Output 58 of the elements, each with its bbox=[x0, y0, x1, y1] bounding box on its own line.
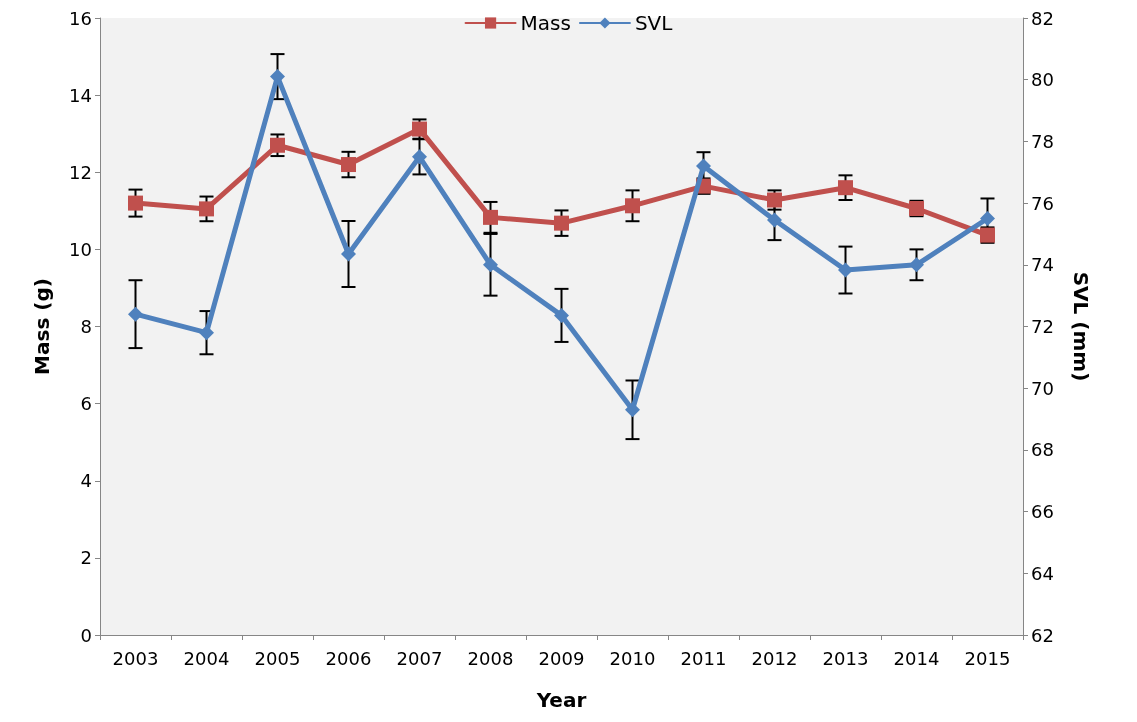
x-tick-label: 2011 bbox=[680, 647, 727, 669]
x-axis-title: Year bbox=[535, 688, 587, 712]
point bbox=[554, 307, 569, 323]
y-tick-label: 10 bbox=[69, 238, 92, 260]
point bbox=[270, 137, 285, 153]
y2-tick-label: 78 bbox=[1031, 130, 1054, 152]
point bbox=[483, 209, 498, 225]
y2-tick-label: 72 bbox=[1031, 316, 1054, 337]
y2-tick-label: 76 bbox=[1031, 192, 1054, 214]
x-tick-label: 2014 bbox=[893, 647, 940, 669]
legend-label: SVL bbox=[634, 11, 674, 35]
x-tick-label: 2012 bbox=[751, 647, 798, 669]
y-tick-label: 6 bbox=[80, 393, 92, 415]
point bbox=[554, 215, 569, 231]
point bbox=[838, 180, 853, 196]
y2-tick-label: 74 bbox=[1031, 254, 1054, 276]
y-tick-label: 0 bbox=[80, 624, 92, 646]
point bbox=[341, 157, 356, 173]
point bbox=[341, 246, 356, 262]
point bbox=[199, 201, 214, 217]
x-tick-label: 2005 bbox=[254, 647, 301, 669]
y2-tick-label: 64 bbox=[1031, 562, 1054, 584]
y2-tick-label: 70 bbox=[1031, 377, 1054, 399]
point bbox=[767, 212, 782, 228]
y2-tick-label: 82 bbox=[1031, 7, 1054, 29]
point bbox=[412, 149, 427, 165]
x-tick-label: 2010 bbox=[609, 647, 656, 669]
point bbox=[199, 325, 214, 341]
y-tick-label: 16 bbox=[69, 7, 92, 29]
y-axis-title: Mass (g) bbox=[30, 278, 54, 375]
point bbox=[838, 262, 853, 278]
y-tick-label: 2 bbox=[80, 547, 92, 569]
x-tick-label: 2008 bbox=[467, 647, 514, 669]
point bbox=[625, 402, 640, 418]
y2-tick-label: 66 bbox=[1031, 501, 1054, 523]
legend-label: Mass bbox=[520, 11, 571, 35]
y2-tick-label: 80 bbox=[1031, 69, 1054, 91]
y2-axis-title: SVL (mm) bbox=[1069, 271, 1093, 382]
y-tick-label: 12 bbox=[69, 161, 92, 183]
x-tick-label: 2013 bbox=[822, 647, 869, 669]
y-tick-label: 8 bbox=[80, 316, 92, 337]
y-tick-label: 4 bbox=[80, 470, 92, 492]
x-tick-label: 2007 bbox=[396, 647, 443, 669]
point bbox=[128, 195, 143, 211]
y2-tick-label: 62 bbox=[1031, 624, 1054, 646]
y-tick-label: 14 bbox=[69, 84, 92, 106]
x-tick-label: 2004 bbox=[183, 647, 230, 669]
x-tick-label: 2009 bbox=[538, 647, 585, 669]
point bbox=[980, 211, 995, 227]
x-tick-label: 2015 bbox=[964, 647, 1011, 669]
point bbox=[483, 257, 498, 273]
point bbox=[696, 158, 711, 174]
x-tick-label: 2006 bbox=[325, 647, 372, 669]
point bbox=[128, 306, 143, 322]
point bbox=[909, 257, 924, 273]
y2-tick-label: 68 bbox=[1031, 439, 1054, 461]
x-tick-label: 2003 bbox=[112, 647, 159, 669]
point bbox=[625, 198, 640, 214]
